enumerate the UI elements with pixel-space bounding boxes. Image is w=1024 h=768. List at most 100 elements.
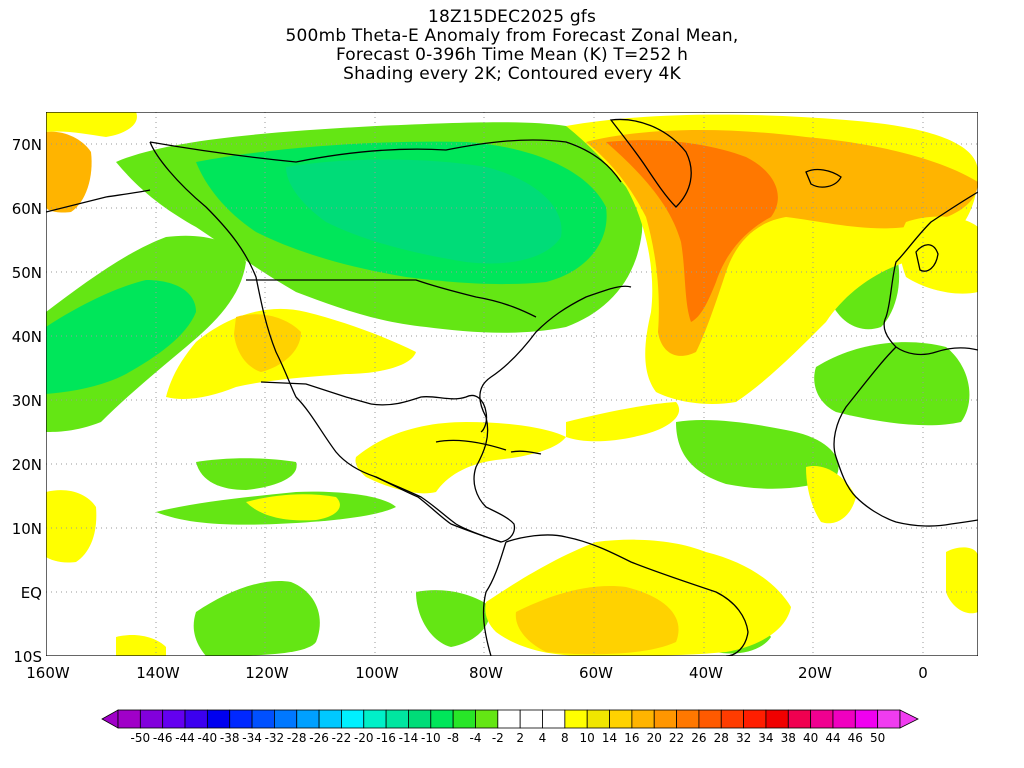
colorbar-swatch — [184, 709, 208, 729]
africa-coast — [833, 346, 978, 527]
colorbar-swatch — [341, 709, 365, 729]
colorbar-swatch — [430, 709, 454, 729]
lat-label-30n: 30N — [11, 392, 42, 410]
colorbar-swatch — [497, 709, 521, 729]
deep-orange-greenland — [606, 140, 778, 322]
lon-label-40w: 40W — [689, 664, 723, 682]
us-canada-border — [246, 279, 537, 318]
colorbar-swatch — [117, 709, 141, 729]
yellow-region-nw-corner — [46, 112, 137, 137]
colorbar-tick-label: -20 — [353, 731, 374, 745]
canada-arctic-coast — [149, 139, 622, 183]
colorbar-swatch — [698, 709, 722, 729]
colorbar-tick-label: 40 — [802, 731, 819, 745]
title-block: 18Z15DEC2025 gfs 500mb Theta-E Anomaly f… — [0, 8, 1024, 84]
colorbar-arrow-low — [101, 709, 119, 729]
theta-e-anomaly-map — [46, 112, 978, 656]
colorbar-tick-label: 2 — [516, 731, 524, 745]
colorbar-tick-label: 32 — [735, 731, 752, 745]
colorbar-tick-label: -16 — [376, 731, 396, 745]
colorbar-tick-label: 28 — [713, 731, 729, 745]
colorbar-tick-label: 20 — [646, 731, 662, 745]
colorbar-swatch — [720, 709, 744, 729]
green-core-pacific — [46, 280, 196, 394]
colorbar-swatch — [743, 709, 767, 729]
cuba — [435, 439, 507, 451]
colorbar-tick-label: 22 — [668, 731, 685, 745]
title-line-3: Forecast 0-396h Time Mean (K) T=252 h — [335, 45, 689, 65]
colorbar-tick-label: -4 — [469, 731, 482, 745]
lat-label-60n: 60N — [11, 200, 42, 218]
lat-label-20n: 20N — [11, 456, 42, 474]
colorbar-swatch — [653, 709, 677, 729]
colorbar-swatch — [206, 709, 231, 729]
south-america-coast — [505, 534, 749, 656]
gulf-coast — [370, 394, 488, 433]
yellow-region-hawaii — [46, 490, 97, 563]
teal-core-canada — [286, 159, 562, 264]
colorbar-tick-label: -38 — [219, 731, 240, 745]
green-region-west-africa-atl — [416, 590, 491, 647]
south-america-west — [482, 541, 507, 656]
colorbar-tick-label: -34 — [242, 731, 262, 745]
yellow-region-caribbean — [355, 422, 566, 494]
title-line-2: 500mb Theta-E Anomaly from Forecast Zona… — [285, 26, 739, 46]
colorbar-swatch — [854, 709, 879, 729]
yellow-region-east-pacific-tropical — [246, 494, 340, 521]
colorbar-arrow-high — [899, 709, 919, 729]
colorbar-swatch — [832, 709, 856, 729]
yellow-region-nw-pacific — [46, 131, 92, 213]
colorbar-tick-label: -2 — [491, 731, 504, 745]
colorbar-swatch — [408, 709, 432, 729]
colorbar-tick-label: 34 — [758, 731, 774, 745]
green-region-atlantic — [676, 419, 839, 489]
colorbar-swatch — [139, 709, 164, 729]
yellow-region-north-europe — [900, 216, 978, 294]
colorbar-swatch — [564, 709, 588, 729]
us-mexico-border — [260, 381, 372, 405]
colorbar-tick-label: -46 — [152, 731, 173, 745]
green-region-nafrica — [814, 342, 970, 426]
colorbar-swatch — [162, 709, 186, 729]
lon-label-120w: 120W — [245, 664, 289, 682]
colorbar-tick-label: -14 — [398, 731, 419, 745]
lat-label-40n: 40N — [11, 328, 42, 346]
pacific-nw-coast — [46, 189, 151, 213]
colorbar-tick-label: -40 — [197, 731, 218, 745]
yellow-region-west-africa — [806, 466, 856, 524]
title-line-4: Shading every 2K; Contoured every 4K — [343, 64, 681, 84]
colorbar-swatch — [542, 709, 566, 729]
colorbar-swatch — [318, 709, 342, 729]
colorbar-swatch — [586, 709, 610, 729]
colorbar-swatch — [676, 709, 700, 729]
iceland — [805, 168, 842, 188]
colorbar-tick-label: -28 — [286, 731, 307, 745]
lon-label-160w: 160W — [26, 664, 70, 682]
colorbar-tick-label: 46 — [847, 731, 863, 745]
colorbar-swatch — [385, 709, 409, 729]
colorbar-swatch — [877, 709, 901, 729]
coastlines — [46, 118, 978, 656]
orange-region-us-southwest — [234, 314, 301, 372]
central-america — [375, 476, 502, 543]
colorbar-swatch — [475, 709, 499, 729]
colorbar-swatch — [229, 709, 253, 729]
lat-label-70n: 70N — [11, 136, 42, 154]
colorbar-swatch — [296, 709, 320, 729]
colorbar-tick-label: 4 — [538, 731, 547, 745]
north-america-coast — [149, 141, 632, 543]
lon-label-20w: 20W — [798, 664, 832, 682]
colorbar-swatch — [452, 709, 476, 729]
colorbar-swatch — [363, 709, 387, 729]
lon-label-80w: 80W — [469, 664, 503, 682]
lon-label-60w: 60W — [579, 664, 613, 682]
colorbar-tick-label: -44 — [175, 731, 195, 745]
colorbar-tick-label: -22 — [331, 731, 352, 745]
colorbar-swatch — [631, 709, 655, 729]
hispaniola — [510, 450, 542, 455]
colorbar-tick-label: -10 — [420, 731, 441, 745]
colorbar-swatch — [787, 709, 812, 729]
green-region-south-pacific — [193, 581, 320, 656]
colorbar-tick-label: 16 — [624, 731, 640, 745]
colorbar-tick-label: -8 — [447, 731, 460, 745]
